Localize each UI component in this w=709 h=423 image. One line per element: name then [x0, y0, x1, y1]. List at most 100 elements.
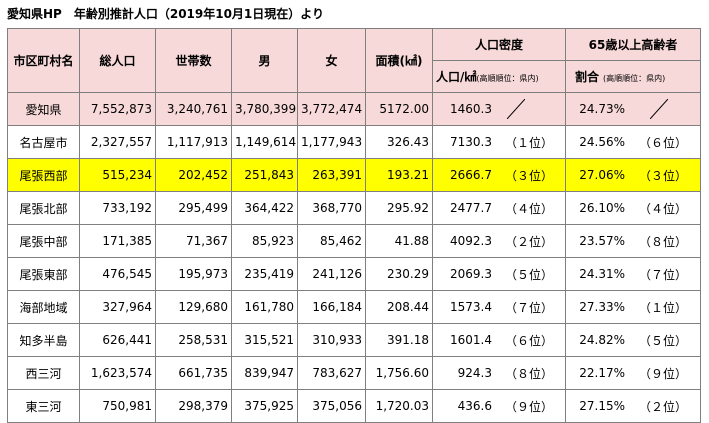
cell-area: 295.92: [365, 191, 433, 225]
density-value: 1573.4: [450, 300, 492, 314]
elderly-rank: （１位）: [638, 300, 687, 315]
cell-elderly: 22.17% （９位）: [565, 356, 701, 390]
density-value: 1601.4: [450, 333, 492, 347]
header-total: 総人口: [79, 28, 156, 93]
header-area: 面積(㎢): [365, 28, 433, 93]
density-value: 7130.3: [450, 135, 492, 149]
density-value: 2069.3: [450, 267, 492, 281]
table-row: 東三河 750,981 298,379 375,925 375,056 1,720.03 4…: [7, 389, 701, 423]
header-subrow: 人口/㎢(高順順位：県内) 割合 (高順順位：県内): [8, 60, 701, 93]
cell-elderly: 24.82% （５位）: [565, 323, 701, 357]
cell-total: 750,981: [79, 389, 156, 423]
cell-area: 193.21: [365, 158, 433, 192]
cell-density: 2477.7 （４位）: [432, 191, 566, 225]
elderly-sub-label: 割合: [575, 70, 600, 84]
header-female: 女: [297, 28, 366, 93]
cell-elderly: 24.73%: [565, 92, 701, 126]
cell-male: 315,521: [231, 323, 298, 357]
cell-female: 783,627: [297, 356, 366, 390]
cell-total: 171,385: [79, 224, 156, 258]
density-value: 1460.3: [450, 102, 492, 116]
density-rank: （１位）: [504, 135, 553, 150]
cell-area: 5172.00: [365, 92, 433, 126]
cell-female: 85,462: [297, 224, 366, 258]
table-row: 海部地域 327,964 129,680 161,780 166,184 208.44 15…: [7, 290, 701, 324]
header-male: 男: [231, 28, 298, 93]
cell-total: 2,327,557: [79, 125, 156, 159]
elderly-rank: （９位）: [638, 366, 687, 381]
density-rank: （８位）: [504, 366, 553, 381]
cell-density: 7130.3 （１位）: [432, 125, 566, 159]
density-rank: （３位）: [504, 168, 553, 183]
elderly-value: 27.06%: [579, 168, 625, 182]
cell-total: 515,234: [79, 158, 156, 192]
cell-density: 1601.4 （６位）: [432, 323, 566, 357]
cell-elderly: 27.15% （２位）: [565, 389, 701, 423]
elderly-value: 24.56%: [579, 135, 625, 149]
cell-male: 364,422: [231, 191, 298, 225]
density-sub-label: 人口/㎢: [436, 70, 477, 84]
cell-total: 1,623,574: [79, 356, 156, 390]
density-value: 2666.7: [450, 168, 492, 182]
density-value: 436.6: [457, 399, 492, 413]
elderly-rank: （２位）: [638, 399, 687, 414]
density-rank: （６位）: [504, 333, 553, 348]
cell-households: 71,367: [155, 224, 232, 258]
cell-density: 436.6 （９位）: [432, 389, 566, 423]
cell-female: 3,772,474: [297, 92, 366, 126]
slash-mark: [650, 99, 668, 119]
cell-female: 1,177,943: [297, 125, 366, 159]
cell-households: 258,531: [155, 323, 232, 357]
cell-area: 1,720.03: [365, 389, 433, 423]
cell-male: 3,780,399: [231, 92, 298, 126]
header-elderly-group: 65歳以上高齢者: [565, 28, 701, 61]
page-title: 愛知県HP 年齢別推計人口（2019年10月1日現在）より: [7, 7, 325, 21]
cell-male: 375,925: [231, 389, 298, 423]
elderly-value: 27.15%: [579, 399, 625, 413]
table-row: 西三河 1,623,574 661,735 839,947 783,627 1,756.6…: [7, 356, 701, 390]
header-name: 市区町村名: [7, 28, 80, 93]
cell-households: 129,680: [155, 290, 232, 324]
elderly-rank: （８位）: [638, 234, 687, 249]
cell-density: 2069.3 （５位）: [432, 257, 566, 291]
table-row: 名古屋市 2,327,557 1,117,913 1,149,614 1,177,943…: [7, 125, 701, 159]
prefecture-row: 愛知県 7,552,873 3,240,761 3,780,399 3,772,…: [7, 92, 701, 126]
cell-name: 西三河: [7, 356, 80, 390]
slash-mark: [507, 99, 525, 119]
cell-female: 375,056: [297, 389, 366, 423]
header-density-sub: 人口/㎢(高順順位：県内): [432, 60, 566, 93]
cell-area: 41.88: [365, 224, 433, 258]
cell-households: 1,117,913: [155, 125, 232, 159]
density-rank: （９位）: [504, 399, 553, 414]
cell-elderly: 23.57% （８位）: [565, 224, 701, 258]
table-row: 尾張東部 476,545 195,973 235,419 241,126 230.29 20…: [7, 257, 701, 291]
header-elderly-sub: 割合 (高順順位：県内): [565, 60, 701, 93]
population-table: 市区町村名 総人口 世帯数 男 女 面積(㎢) 人口密度 65歳以上高齢者 人口…: [7, 28, 701, 423]
elderly-value: 24.31%: [579, 267, 625, 281]
cell-households: 195,973: [155, 257, 232, 291]
elderly-rank: （４位）: [638, 201, 687, 216]
cell-area: 391.18: [365, 323, 433, 357]
cell-female: 241,126: [297, 257, 366, 291]
density-value: 924.3: [457, 366, 492, 380]
cell-name: 尾張東部: [7, 257, 80, 291]
cell-density: 1460.3: [432, 92, 566, 126]
elderly-rank: （５位）: [638, 333, 687, 348]
cell-area: 326.43: [365, 125, 433, 159]
cell-name: 海部地域: [7, 290, 80, 324]
cell-elderly: 27.06% （３位）: [565, 158, 701, 192]
cell-male: 839,947: [231, 356, 298, 390]
cell-total: 327,964: [79, 290, 156, 324]
cell-households: 3,240,761: [155, 92, 232, 126]
cell-total: 733,192: [79, 191, 156, 225]
cell-male: 161,780: [231, 290, 298, 324]
cell-area: 1,756.60: [365, 356, 433, 390]
density-value: 4092.3: [450, 234, 492, 248]
cell-density: 1573.4 （７位）: [432, 290, 566, 324]
cell-elderly: 24.31% （７位）: [565, 257, 701, 291]
elderly-value: 26.10%: [579, 201, 625, 215]
cell-name: 尾張中部: [7, 224, 80, 258]
table-row: 尾張中部 171,385 71,367 85,923 85,462 41.88 4092.3…: [7, 224, 701, 258]
cell-name: 知多半島: [7, 323, 80, 357]
cell-area: 208.44: [365, 290, 433, 324]
